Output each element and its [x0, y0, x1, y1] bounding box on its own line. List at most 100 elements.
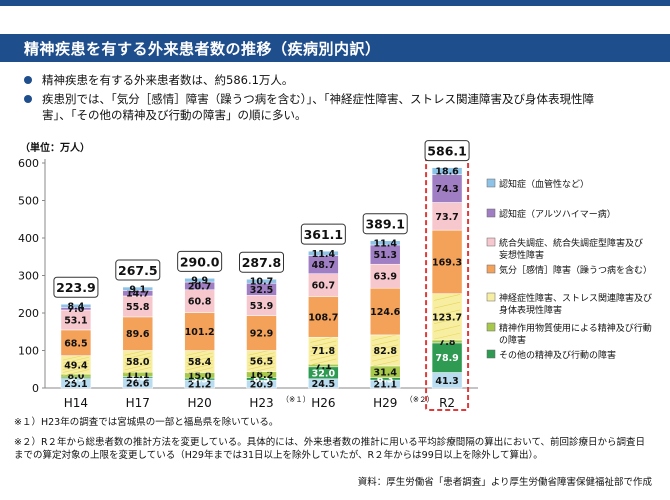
- bar-segment-label: 14.7: [126, 289, 149, 300]
- bar-segment-label: 8.4: [68, 301, 85, 312]
- total-label-box: [177, 250, 223, 272]
- bar-hatch-line: [124, 352, 151, 360]
- bar-hatch-line: [434, 317, 461, 324]
- title-banner: 精神疾患を有する外来患者数の推移（疾病別内訳）: [0, 34, 670, 62]
- bar-segment: [122, 286, 154, 291]
- total-label: 389.1: [365, 217, 405, 232]
- x-tick-label: R2: [439, 396, 455, 410]
- bar-segment-label: 56.5: [250, 357, 273, 368]
- bar-segment: [184, 278, 215, 283]
- legend-swatch: [486, 292, 496, 302]
- bar-segment: [431, 293, 463, 341]
- bar-segment-label: 55.8: [126, 302, 150, 313]
- bar-segment-label: 53.9: [250, 301, 273, 312]
- bar-hatch-line: [62, 369, 89, 376]
- stacked-bar-chart: 0 100 200 300 400 500 600 25.13.98.049.4 68.5 53.…: [18, 140, 652, 411]
- bar-segment-label: 32.5: [250, 285, 273, 296]
- bar-hatch-line: [434, 309, 461, 317]
- bar-segment-label: 49.4: [64, 360, 88, 371]
- bar-hatch-line: [310, 340, 337, 348]
- bar-segment: [308, 250, 339, 256]
- bar-hatch-line: [310, 349, 337, 357]
- bar-segment-label: 53.1: [64, 315, 87, 326]
- bar-segment-label: 60.8: [188, 297, 212, 308]
- x-tick-label: H17: [126, 396, 150, 410]
- bar-segment-label: 8.0: [68, 371, 85, 382]
- y-tick-label: 400: [18, 232, 39, 245]
- bar-segment-label: 74.3: [435, 184, 458, 195]
- legend-swatch: [486, 349, 496, 359]
- bar-hatch-line: [124, 367, 151, 374]
- bar-segment-label: 78.9: [435, 353, 458, 364]
- bar-hatch-line: [310, 345, 337, 352]
- x-tick-label: H29: [373, 396, 397, 410]
- bar-segment: [431, 342, 463, 373]
- bar-segment-label: 63.9: [373, 272, 396, 283]
- bar-segment: [246, 278, 277, 284]
- bar-segment-label: 21.2: [188, 380, 211, 391]
- source-note: 資料：厚生労働省「患者調査」より厚生労働省障害保健福祉部で作成: [357, 477, 652, 488]
- bar-hatch-line: [434, 294, 461, 301]
- x-tick-label: H26: [311, 396, 335, 410]
- bar-segment-label: 11.1: [126, 370, 149, 381]
- bar-segment-label: 58.0: [126, 357, 150, 368]
- bullet-text: 疾患別では、「気分［感情］障害（躁うつ病を含む）」、「神経症性障害、ストレス関連…: [42, 92, 594, 106]
- bar-hatch-line: [372, 339, 399, 346]
- y-tick-label: 600: [18, 157, 39, 170]
- bar-segment-label: 169.3: [432, 257, 462, 268]
- bar-segment-label: 89.6: [126, 329, 150, 340]
- bar-hatch-line: [62, 366, 89, 373]
- total-label-box: [239, 251, 284, 273]
- bar-hatch-line: [62, 356, 89, 364]
- y-tick-label: 500: [18, 195, 39, 208]
- bar-hatch-line: [124, 356, 151, 363]
- bar-segment-label: 60.7: [312, 281, 335, 292]
- bar-hatch-line: [186, 367, 213, 374]
- bar-segment-label: 20.9: [250, 380, 273, 391]
- bar-segment-label: 108.7: [308, 312, 338, 323]
- legend-label: 認知症（アルツハイマー病）: [499, 208, 616, 220]
- bar-segment-label: 31.4: [373, 367, 397, 378]
- legend-label: 認知症（血管性など）: [499, 178, 589, 190]
- legend-label: その他の精神及び行動の障害: [499, 349, 616, 361]
- bar-segment-label: 58.4: [188, 357, 212, 368]
- bar-segment-label: 25.1: [64, 379, 87, 390]
- y-tick-label: 200: [18, 307, 39, 320]
- bar-hatch-line: [186, 352, 213, 360]
- x-tick-label: H14: [64, 396, 88, 410]
- summary-bullets: 精神疾患を有する外来患者数は、約586.1万人。 疾患別では、「気分［感情］障害…: [20, 72, 660, 126]
- bar-segment-label: 71.8: [312, 346, 336, 357]
- bullet-icon: [24, 95, 32, 103]
- page-title: 精神疾患を有する外来患者数の推移（疾病別内訳）: [24, 40, 381, 58]
- bullet-item: 精神疾患を有する外来患者数は、約586.1万人。: [20, 72, 660, 88]
- bar-segment: [308, 296, 339, 338]
- bullet-item: 疾患別では、「気分［感情］障害（躁うつ病を含む）」、「神経症性障害、ストレス関連…: [20, 91, 660, 123]
- bar-segment-label: 15.0: [188, 371, 212, 382]
- bar-segment: [369, 240, 401, 246]
- total-label-box: [115, 259, 161, 281]
- bar-segment: [184, 312, 215, 351]
- bar-segment-label: 10.7: [250, 277, 273, 288]
- bar-hatch-line: [372, 349, 399, 357]
- legend-label: 統合失調症、統合失調症型障害及び: [499, 237, 643, 249]
- footnote-2-line1: ※２）R２年から総患者数の推計方法を変更している。具体的には、外来患者数の推計に…: [14, 437, 646, 448]
- legend-label: 気分［感情］障害（躁うつ病を含む）: [499, 264, 652, 276]
- bar-segment-label: 123.7: [432, 312, 462, 323]
- bar-segment-label: 26.6: [126, 379, 150, 390]
- bar-segment-label: 11.4: [312, 249, 336, 260]
- bar-segment-label: 16.2: [250, 370, 273, 381]
- bar-segment-label: 32.0: [312, 368, 336, 379]
- total-label: 290.0: [180, 254, 220, 269]
- bar-segment-label: 41.3: [435, 376, 458, 387]
- x-tick-note: （※２）: [405, 395, 434, 404]
- bar-segment-label: 73.7: [435, 212, 458, 223]
- bar-segment-label: 48.7: [312, 260, 335, 271]
- bar-segment-label: 6.5: [253, 374, 270, 385]
- bar-hatch-line: [248, 359, 275, 367]
- bar-segment: [431, 202, 463, 231]
- bar-segment-label: 7.1: [315, 361, 332, 372]
- bar-segment-label: 7.0: [68, 304, 85, 315]
- bar-hatch-line: [186, 363, 213, 371]
- total-label: 223.9: [56, 280, 96, 295]
- bullet-text-cont: 害」、「その他の精神及び行動の障害」の順に多い。: [42, 108, 307, 122]
